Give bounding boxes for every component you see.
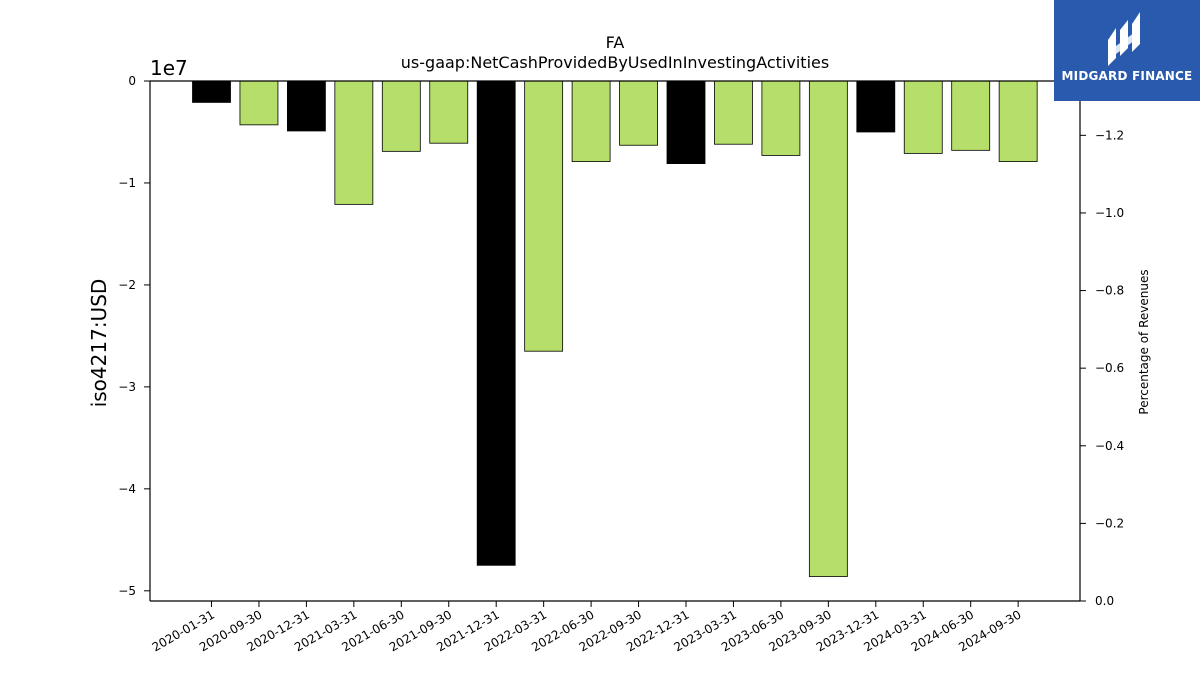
bar-2022-09-30 <box>619 80 658 146</box>
y-axis-label: iso4217:USD <box>87 279 111 408</box>
bar-2023-06-30 <box>761 80 801 156</box>
y2-tick-label: −0.2 <box>1095 516 1124 530</box>
bar-2020-01-31 <box>192 80 231 103</box>
bar-2020-09-30 <box>239 80 279 126</box>
y-tick-label: −2 <box>118 278 136 292</box>
bar-2024-09-30 <box>998 80 1038 162</box>
y-tick-label: −4 <box>118 482 136 496</box>
axes-group: 0−1−2−3−4−5−1.2−1.0−0.8−0.6−0.4−0.20.020… <box>118 74 1124 654</box>
y2-tick-label: −0.4 <box>1095 439 1124 453</box>
y2-tick-label: −1.2 <box>1095 128 1124 142</box>
y2-axis-label: Percentage of Revenues <box>1137 269 1151 414</box>
bar-2021-09-30 <box>429 80 469 144</box>
y-tick-label: −3 <box>118 380 136 394</box>
bar-2022-03-31 <box>524 80 564 352</box>
y2-tick-label: 0.0 <box>1095 594 1114 608</box>
y-tick-label: −5 <box>118 584 136 598</box>
y-tick-label: −1 <box>118 176 136 190</box>
bar-2021-12-31 <box>476 80 516 566</box>
bar-2022-06-30 <box>571 80 611 162</box>
chart-subtitle: us-gaap:NetCashProvidedByUsedInInvesting… <box>401 53 829 72</box>
bar-2021-06-30 <box>381 80 421 152</box>
y-axis-scale-label: 1e7 <box>150 56 188 80</box>
bar-2024-06-30 <box>951 80 991 151</box>
bar-2021-03-31 <box>334 80 374 205</box>
bar-2024-03-31 <box>903 80 943 154</box>
bar-2023-03-31 <box>714 80 753 145</box>
y-tick-label: 0 <box>128 74 136 88</box>
midgard-finance-logo: MIDGARD FINANCE <box>1054 0 1200 101</box>
logo-text: MIDGARD FINANCE <box>1061 69 1193 83</box>
bar-2023-09-30 <box>808 80 848 577</box>
y2-tick-label: −1.0 <box>1095 206 1124 220</box>
chart-title: FA <box>606 33 625 52</box>
y2-tick-label: −0.8 <box>1095 284 1124 298</box>
bar-2023-12-31 <box>856 80 896 133</box>
bars-group <box>192 80 1038 577</box>
bar-2022-12-31 <box>666 80 706 164</box>
y2-tick-label: −0.6 <box>1095 361 1124 375</box>
bar-2020-12-31 <box>286 80 326 132</box>
midgard-logo-icon <box>1108 12 1140 66</box>
